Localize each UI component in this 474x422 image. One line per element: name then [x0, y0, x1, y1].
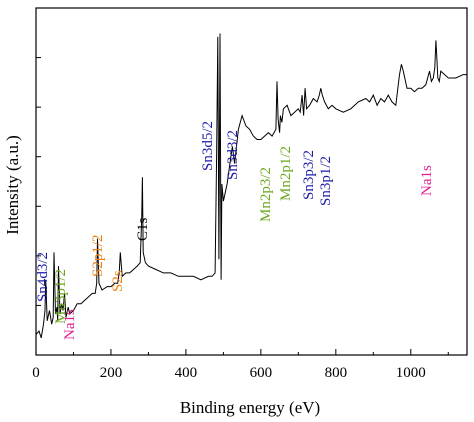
peak-label: Mn2p1/2 — [278, 146, 294, 201]
x-axis-label: Binding energy (eV) — [180, 398, 320, 417]
plot-frame — [35, 7, 468, 356]
peak-label: C1s — [135, 217, 151, 241]
y-axis-label: Intensity (a.u.) — [3, 135, 22, 235]
peak-label: Sn3p3/2 — [301, 150, 317, 200]
peak-label: Sn3p1/2 — [318, 156, 334, 206]
x-tick-label: 400 — [175, 365, 198, 381]
x-tick-label: 800 — [325, 365, 348, 381]
peak-label: Sn3d5/2 — [200, 121, 216, 171]
peak-label: Na1s — [62, 309, 78, 340]
peak-label: S2s — [110, 270, 126, 292]
peak-label: Sn4d3/2 — [35, 252, 51, 302]
y-ticks — [36, 57, 41, 306]
peak-label: S2p1/2 — [90, 234, 106, 277]
x-ticks: 0 200 400 600 800 1000 — [32, 349, 449, 381]
x-tick-label: 200 — [100, 365, 123, 381]
peak-label: Mn3p1/2 — [53, 269, 69, 324]
x-tick-label: 1000 — [396, 365, 426, 381]
x-tick-label: 600 — [250, 365, 273, 381]
peak-label: Na1s — [419, 165, 435, 196]
peak-label: Mn2p3/2 — [258, 167, 274, 222]
axes — [35, 7, 468, 356]
peak-label: Sn3d3/2 — [225, 130, 241, 180]
x-tick-label: 0 — [32, 365, 40, 381]
spectrum-line — [35, 33, 467, 339]
